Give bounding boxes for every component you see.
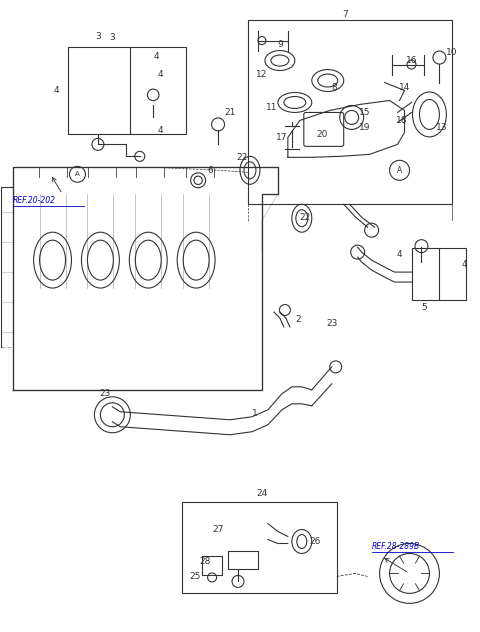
Text: 2: 2 [295,315,300,324]
Text: 10: 10 [445,48,457,57]
Text: 13: 13 [436,123,447,132]
Text: REF.20-202: REF.20-202 [12,196,56,205]
Text: A: A [397,166,402,175]
Text: 23: 23 [326,320,337,329]
Text: 27: 27 [212,525,224,534]
Text: 4: 4 [397,250,402,258]
Text: 21: 21 [224,108,236,117]
Text: 1: 1 [252,410,258,418]
Text: 4: 4 [154,52,159,61]
Text: 22: 22 [236,153,248,162]
Text: 24: 24 [256,489,267,498]
Text: 25: 25 [190,572,201,581]
Text: 7: 7 [342,10,348,19]
Text: 16: 16 [406,56,417,65]
Text: 17: 17 [276,133,288,142]
Text: 20: 20 [316,130,327,139]
Bar [411,248,467,300]
Text: REF.28-289B: REF.28-289B [372,542,420,551]
Text: 15: 15 [359,108,371,117]
Bar [69,47,186,135]
Text: 22: 22 [299,213,311,222]
Text: 23: 23 [100,389,111,398]
Text: 4: 4 [157,126,163,135]
Text: 9: 9 [277,40,283,49]
Text: 3: 3 [109,33,115,42]
Text: 26: 26 [309,537,321,546]
Text: 3: 3 [95,32,101,41]
Text: 4: 4 [462,260,467,269]
Text: 8: 8 [332,83,337,92]
Bar [248,20,452,204]
Text: 6: 6 [207,166,213,175]
Text: 28: 28 [199,557,211,566]
Text: 4: 4 [54,86,60,95]
Text: 4: 4 [157,70,163,79]
Text: 11: 11 [266,103,277,112]
Text: 12: 12 [256,70,268,79]
Text: 19: 19 [359,123,371,132]
Text: 18: 18 [396,116,408,125]
Bar [182,502,336,593]
Text: A: A [75,171,80,178]
Text: 5: 5 [421,303,427,312]
Text: 14: 14 [399,83,410,92]
